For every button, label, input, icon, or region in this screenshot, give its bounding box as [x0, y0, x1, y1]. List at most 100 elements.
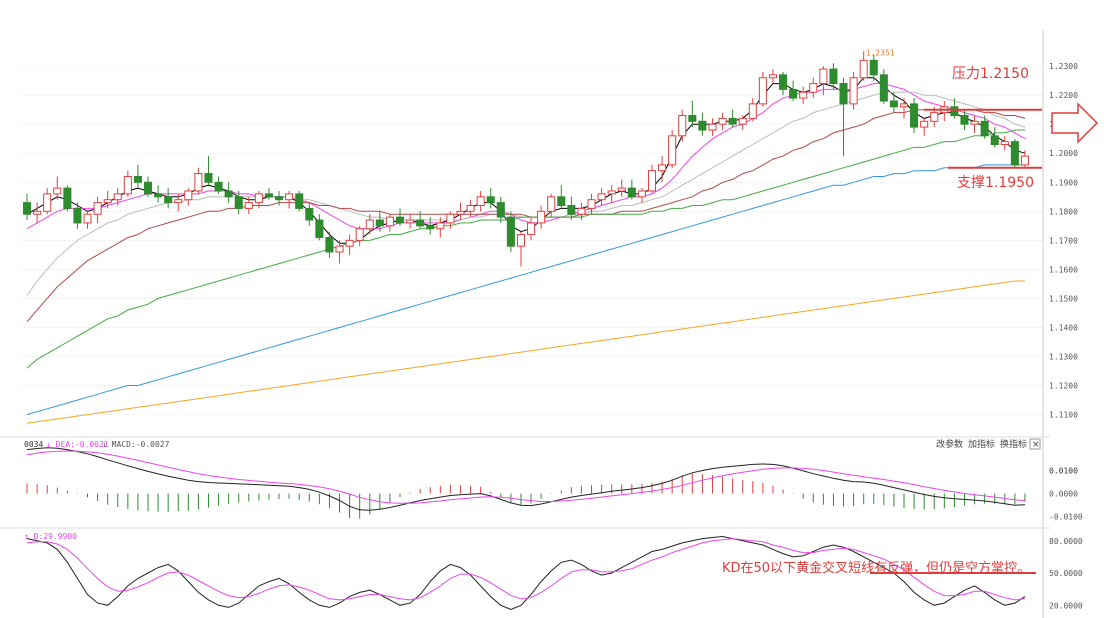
candle-body[interactable]: [527, 222, 536, 236]
candle-body[interactable]: [123, 175, 132, 195]
candle-body[interactable]: [537, 210, 546, 224]
candle-body[interactable]: [506, 216, 515, 247]
candle-body[interactable]: [567, 205, 576, 215]
macd-panel-button[interactable]: 改参数: [936, 438, 963, 450]
candle-body[interactable]: [950, 106, 959, 116]
candle-body[interactable]: [214, 181, 223, 192]
candle-body[interactable]: [688, 114, 697, 122]
candle-body[interactable]: [436, 222, 445, 230]
candle-body[interactable]: [194, 173, 203, 192]
candle-body[interactable]: [416, 219, 425, 227]
candle-body[interactable]: [910, 103, 919, 128]
candle-body[interactable]: [456, 210, 465, 215]
candle-body[interactable]: [305, 207, 314, 221]
candle-body[interactable]: [819, 68, 828, 85]
candle-body[interactable]: [23, 202, 32, 215]
candle-body[interactable]: [779, 74, 788, 90]
candle-body[interactable]: [607, 190, 616, 195]
candle-body[interactable]: [647, 170, 657, 192]
candle-body[interactable]: [1000, 141, 1009, 146]
candle-body[interactable]: [859, 59, 868, 79]
candle-body[interactable]: [143, 181, 153, 195]
candle-body[interactable]: [708, 123, 717, 131]
candle-body[interactable]: [980, 120, 989, 137]
candle-body[interactable]: [577, 207, 586, 215]
candle-body[interactable]: [406, 219, 415, 224]
candle-body[interactable]: [365, 219, 374, 230]
candle-body[interactable]: [839, 83, 848, 105]
candle-body[interactable]: [486, 196, 495, 204]
candle-body[interactable]: [285, 193, 294, 201]
candle-body[interactable]: [103, 199, 112, 204]
candle-body[interactable]: [224, 190, 233, 198]
candle-body[interactable]: [627, 187, 636, 198]
candle-body[interactable]: [658, 164, 667, 172]
candle-body[interactable]: [758, 77, 767, 105]
candle-body[interactable]: [164, 196, 173, 204]
candle-body[interactable]: [1020, 155, 1029, 166]
candle-body[interactable]: [355, 228, 364, 241]
candle-body[interactable]: [53, 187, 62, 195]
candle-body[interactable]: [516, 234, 525, 247]
candle-body[interactable]: [385, 216, 394, 227]
candle-body[interactable]: [920, 120, 929, 128]
candle-body[interactable]: [154, 193, 163, 198]
candle-body[interactable]: [496, 202, 505, 218]
candle-body[interactable]: [879, 74, 888, 102]
candle-body[interactable]: [748, 103, 757, 119]
candle-body[interactable]: [426, 225, 435, 230]
candle-body[interactable]: [315, 219, 324, 238]
candle-body[interactable]: [587, 199, 596, 209]
candle-body[interactable]: [325, 236, 334, 253]
candle-body[interactable]: [718, 117, 727, 125]
candle-body[interactable]: [547, 196, 556, 212]
candle-body[interactable]: [476, 196, 485, 207]
candle-body[interactable]: [113, 193, 122, 201]
candle-body[interactable]: [254, 193, 263, 204]
candle-body[interactable]: [849, 77, 858, 105]
candle-body[interactable]: [345, 239, 354, 247]
candle-body[interactable]: [768, 74, 777, 79]
candle-body[interactable]: [234, 196, 243, 209]
candle-body[interactable]: [63, 187, 72, 209]
candle-body[interactable]: [204, 173, 213, 183]
candle-body[interactable]: [970, 120, 979, 125]
candle-body[interactable]: [335, 245, 344, 253]
candle-body[interactable]: [1010, 141, 1019, 166]
macd-panel-button[interactable]: 加指标: [968, 438, 995, 450]
candle-body[interactable]: [930, 112, 939, 122]
candle-body[interactable]: [869, 59, 878, 76]
candle-body[interactable]: [264, 193, 273, 198]
candle-body[interactable]: [728, 117, 737, 125]
candle-body[interactable]: [375, 219, 384, 227]
candle-body[interactable]: [295, 193, 304, 209]
candle-body[interactable]: [93, 202, 102, 215]
candle-body[interactable]: [33, 210, 42, 215]
candle-body[interactable]: [899, 103, 909, 108]
candle-body[interactable]: [698, 120, 707, 131]
candle-body[interactable]: [395, 216, 405, 224]
candle-body[interactable]: [738, 117, 747, 125]
candle-body[interactable]: [799, 91, 808, 99]
candle-body[interactable]: [829, 68, 838, 85]
candle-body[interactable]: [960, 114, 969, 125]
candle-body[interactable]: [789, 88, 798, 99]
candle-body[interactable]: [809, 83, 818, 93]
candle-body[interactable]: [83, 213, 92, 224]
candle-body[interactable]: [43, 193, 52, 212]
candle-body[interactable]: [617, 187, 626, 192]
close-icon[interactable]: [1029, 438, 1041, 450]
candle-body[interactable]: [637, 190, 646, 198]
candle-body[interactable]: [446, 213, 455, 224]
candle-body[interactable]: [466, 205, 475, 212]
candle-body[interactable]: [990, 135, 999, 146]
candle-body[interactable]: [184, 190, 193, 201]
candle-body[interactable]: [275, 196, 284, 201]
candle-body[interactable]: [889, 100, 898, 108]
candle-body[interactable]: [668, 135, 677, 166]
candle-body[interactable]: [557, 196, 566, 207]
candle-body[interactable]: [133, 175, 142, 183]
candle-body[interactable]: [174, 199, 183, 204]
candle-body[interactable]: [678, 114, 687, 137]
candle-body[interactable]: [73, 207, 82, 224]
